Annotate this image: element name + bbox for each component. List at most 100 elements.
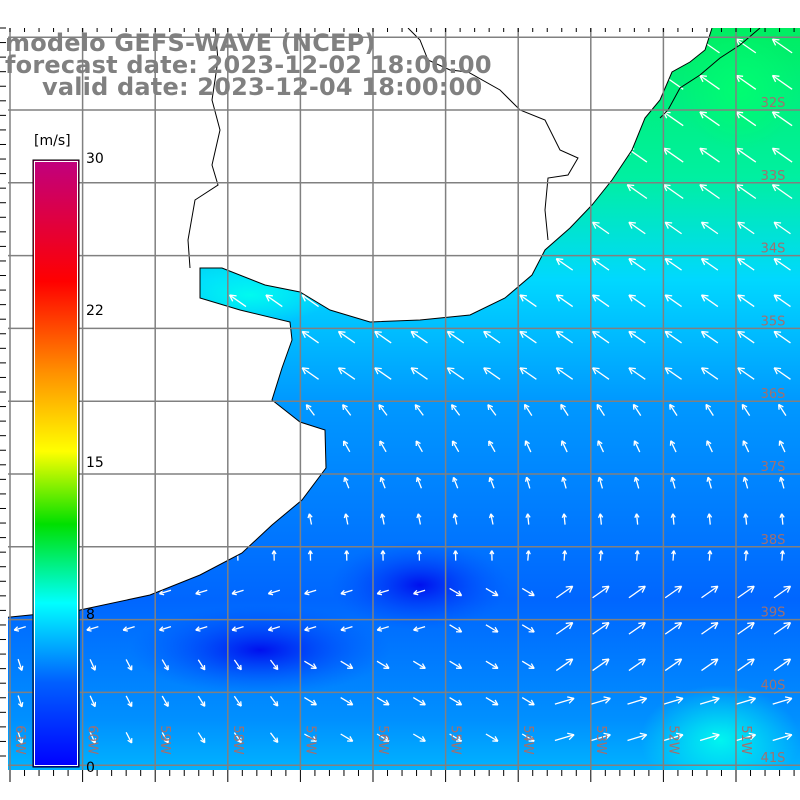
- wind-arrow: [233, 732, 242, 744]
- wind-arrow: [521, 697, 535, 706]
- wind-arrow: [555, 294, 574, 308]
- wind-arrow: [670, 513, 676, 525]
- latitude-label: 33S: [761, 169, 786, 184]
- wind-arrow: [664, 221, 682, 235]
- wind-arrow: [591, 732, 611, 742]
- wind-arrow: [379, 440, 387, 453]
- wind-arrow: [197, 659, 206, 671]
- wind-arrow: [376, 733, 390, 742]
- wind-arrow: [592, 258, 610, 271]
- wind-arrow: [627, 696, 648, 705]
- wind-arrow: [701, 622, 719, 635]
- wind-arrow: [773, 585, 792, 599]
- wind-arrow: [301, 367, 319, 380]
- wind-arrow: [304, 660, 317, 670]
- wind-arrow: [779, 513, 785, 525]
- wind-arrow: [269, 732, 279, 743]
- wind-arrow: [700, 367, 719, 380]
- wind-arrow: [700, 330, 719, 344]
- wind-arrow: [337, 330, 356, 344]
- wind-arrow: [741, 403, 751, 416]
- wind-arrow: [737, 330, 755, 344]
- wind-arrow: [743, 550, 749, 561]
- wind-arrow: [519, 294, 537, 308]
- wind-arrow: [161, 659, 169, 671]
- wind-arrow: [344, 550, 350, 561]
- wind-arrow: [412, 697, 426, 706]
- wind-arrow: [773, 221, 791, 235]
- wind-arrow: [669, 440, 677, 453]
- wind-arrow: [380, 550, 386, 561]
- wind-arrow: [772, 696, 793, 705]
- wind-arrow: [340, 589, 353, 596]
- wind-arrow: [416, 550, 422, 561]
- forecast-date: forecast date: 2023-12-02 18:00:00: [5, 51, 492, 79]
- wind-arrow: [446, 330, 465, 344]
- wind-arrow: [521, 660, 535, 670]
- wind-arrow: [340, 697, 354, 706]
- wind-arrow: [374, 330, 392, 344]
- wind-arrow: [343, 513, 349, 525]
- wind-arrow: [485, 587, 499, 597]
- wind-arrow: [17, 731, 24, 744]
- wind-arrow: [779, 550, 785, 561]
- low-wind-zone: [130, 605, 390, 695]
- wind-arrow: [301, 330, 319, 344]
- wind-arrow: [304, 733, 317, 742]
- wind-arrow: [737, 294, 755, 308]
- wind-arrow: [485, 660, 499, 670]
- wind-arrow: [592, 622, 610, 635]
- wind-arrow: [267, 626, 281, 632]
- wind-arrow: [376, 660, 390, 670]
- wind-arrow: [737, 221, 755, 235]
- axis-ticks: [0, 27, 795, 782]
- wind-arrow: [634, 550, 640, 561]
- wind-arrow: [449, 733, 463, 742]
- wind-arrow: [560, 403, 569, 416]
- wind-arrow: [415, 476, 423, 489]
- latitude-label: 41S: [761, 751, 786, 766]
- wind-arrow: [773, 658, 792, 672]
- wind-arrow: [17, 695, 24, 708]
- wind-arrow: [449, 660, 463, 670]
- wind-arrow: [737, 622, 755, 635]
- wind-arrow: [524, 476, 531, 489]
- longitude-label: 57W: [302, 725, 317, 755]
- wind-arrow: [737, 367, 755, 380]
- wind-arrow: [597, 513, 604, 525]
- wind-arrow: [523, 403, 533, 416]
- longitude-label: 60W: [85, 725, 100, 755]
- wind-arrow: [452, 513, 458, 525]
- wind-arrow: [449, 697, 463, 706]
- colorbar-tick: 8: [86, 607, 95, 623]
- wind-arrow: [376, 626, 389, 632]
- wind-arrow: [446, 367, 465, 380]
- wind-arrow: [161, 695, 169, 707]
- wind-arrow: [771, 111, 793, 127]
- wind-arrow: [125, 659, 133, 671]
- latitude-label: 32S: [761, 96, 786, 111]
- longitude-label: 55W: [448, 725, 463, 755]
- wind-arrow: [592, 658, 610, 672]
- latitude-label: 36S: [761, 387, 786, 402]
- border-line: [187, 28, 221, 269]
- wind-arrow: [13, 626, 26, 632]
- wind-arrow: [519, 367, 537, 380]
- wind-arrow: [412, 733, 426, 742]
- latitude-label: 39S: [761, 606, 786, 621]
- wind-arrow: [626, 184, 648, 200]
- wind-arrow: [412, 660, 426, 670]
- colorbar-tick: 22: [86, 303, 104, 319]
- wind-arrow: [592, 294, 610, 308]
- wind-arrow: [229, 294, 247, 308]
- wind-arrow: [699, 111, 720, 127]
- wind-arrow: [413, 589, 426, 596]
- wind-arrow: [380, 513, 386, 525]
- longitude-label: 56W: [375, 725, 390, 755]
- latitude-label: 35S: [761, 314, 786, 329]
- wind-arrow: [267, 589, 281, 596]
- wind-arrow: [231, 589, 244, 596]
- wind-arrow: [591, 696, 611, 705]
- wind-arrow: [307, 513, 313, 525]
